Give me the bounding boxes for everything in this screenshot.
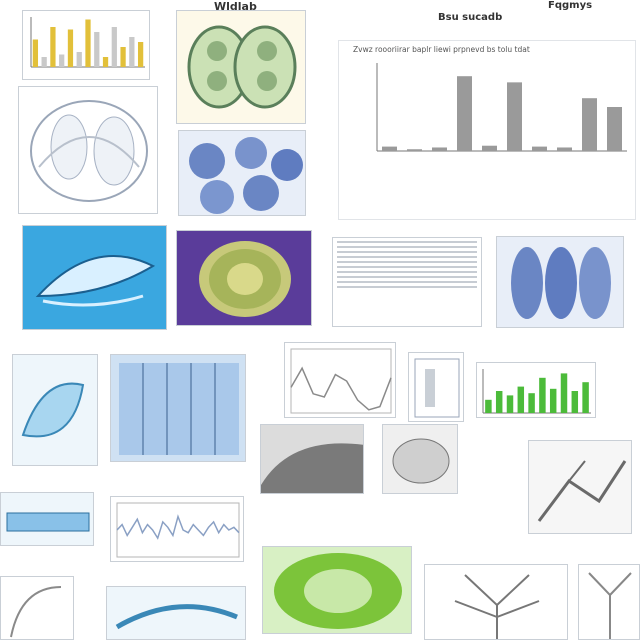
lung-cells-icon (187, 25, 297, 109)
chart-bar (120, 47, 126, 67)
chart-bar (495, 391, 503, 413)
slab-icon (6, 512, 90, 532)
chart-bar (582, 382, 589, 413)
tile-blue-slab (0, 492, 94, 546)
chart-bar (102, 57, 109, 67)
tile-bar-chart-small (22, 10, 150, 80)
chart-line-series (116, 514, 240, 540)
tile-table-grid (332, 237, 482, 327)
tile-bottom-blue-shell (106, 586, 246, 640)
chart-bar (32, 39, 39, 67)
chart-bar (407, 149, 422, 151)
line-chart-gray (290, 348, 392, 414)
tile-bottom-left (0, 576, 74, 640)
tile-blue-columns (110, 354, 246, 462)
leaf-vessel-icon (35, 255, 156, 307)
anatomy-sketch-icon (10, 586, 62, 638)
tile-vein-right (528, 440, 632, 534)
bar-chart-gray (376, 63, 627, 152)
tile-small-panels (408, 352, 464, 422)
chart-bar (129, 37, 135, 67)
chart-bar (50, 27, 56, 67)
gray-chart-title: Zvwz roooriirar baplr liewi prpnevd bs t… (353, 45, 530, 54)
tile-blue-organs (496, 236, 624, 328)
chart-bar (528, 393, 535, 413)
vein-tree-icon-3 (588, 572, 632, 639)
tile-lineplot-wide (110, 496, 244, 562)
chart-bar (485, 399, 492, 413)
vein-tree-icon (537, 460, 627, 522)
shell-icon-2 (115, 604, 238, 630)
tile-lung-cells (176, 10, 306, 124)
chart-bar (549, 388, 557, 413)
chart-bar (432, 147, 447, 151)
chart-bar (85, 19, 91, 67)
tile-purple-cluster (176, 230, 312, 326)
tissue-photo-icon (261, 443, 363, 493)
tile-green-bars (476, 362, 596, 418)
chart-bar (94, 32, 100, 67)
tile-bar-chart-gray: Zvwz roooriirar baplr liewi prpnevd bs t… (338, 40, 636, 220)
chart-bar (111, 27, 117, 67)
column-chart-blue (119, 363, 239, 455)
tissue-photo-icon-2 (392, 438, 450, 484)
tile-bottom-right (578, 564, 640, 640)
organ-cluster-icon (511, 247, 611, 319)
chart-bar (582, 98, 597, 151)
chart-bar (557, 147, 572, 151)
chart-bar (137, 42, 144, 67)
collage-title-right-b: Fqgmys (548, 0, 593, 11)
tile-blue-cells (178, 130, 306, 216)
vein-tree-icon-2 (454, 574, 540, 639)
cell-grid-icon (199, 241, 291, 317)
chart-bar (506, 395, 514, 413)
tile-grayscale-photo-2 (382, 424, 458, 494)
chart-line-series (290, 366, 392, 411)
bar-chart-green (482, 369, 591, 414)
collage-title-left: Wldlab (214, 0, 257, 13)
chart-bar (59, 54, 65, 67)
panel-sketch-icon (414, 358, 460, 418)
chart-bar (560, 373, 568, 413)
chart-frame (290, 348, 392, 414)
tile-leaf-blue (22, 225, 167, 330)
chart-bar (41, 57, 47, 67)
chart-bar (67, 29, 74, 67)
green-cluster-icon (274, 553, 402, 629)
collage-title-right-a: Bsu sucadb (438, 12, 503, 23)
organ-sketch-icon (30, 100, 148, 202)
shell-icon (21, 382, 85, 438)
tile-green-leaves (262, 546, 412, 634)
tile-line-chart (284, 342, 396, 418)
chart-bar (382, 146, 397, 151)
chart-bar (517, 386, 525, 413)
chart-bar (457, 76, 472, 151)
tile-grayscale-photo-1 (260, 424, 364, 494)
chart-bar (571, 391, 579, 413)
tile-bottom-vein (424, 564, 568, 640)
chart-bar (76, 52, 82, 67)
line-chart-blue (116, 502, 240, 558)
chart-bar (507, 82, 522, 151)
chart-bar (532, 146, 547, 151)
tile-blue-shell (12, 354, 98, 466)
bar-chart-yellow (30, 17, 145, 68)
blue-cells-icon (189, 137, 303, 214)
chart-bar (539, 377, 546, 413)
chart-bar (482, 145, 497, 151)
chart-bar (607, 107, 622, 151)
tile-organ-sketch (18, 86, 158, 214)
